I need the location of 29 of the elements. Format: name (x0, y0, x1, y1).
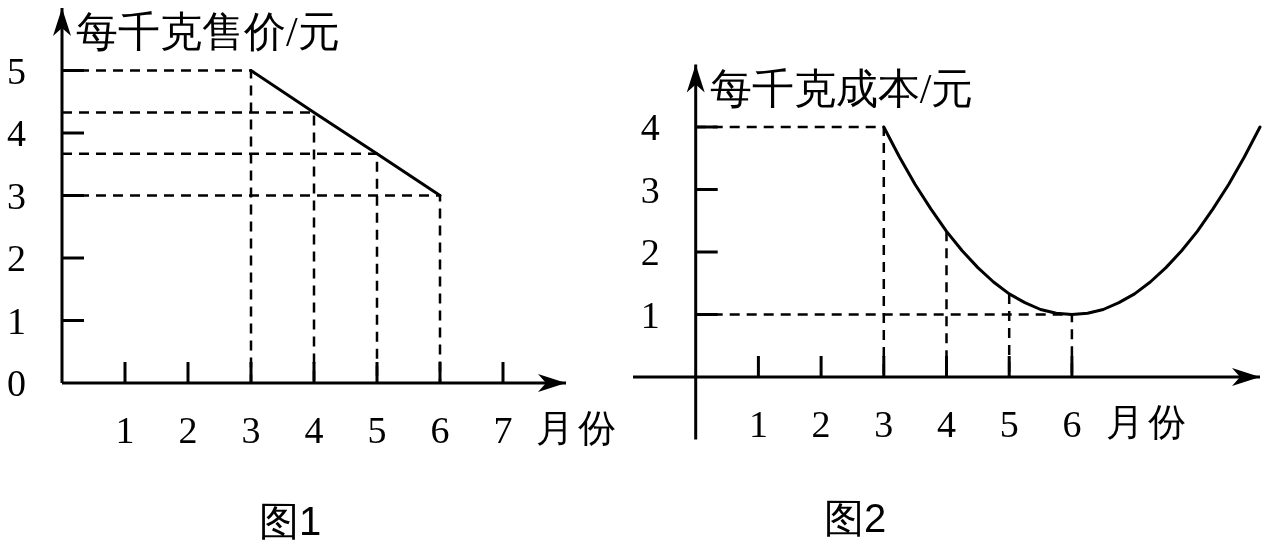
y-tick-label: 2 (640, 231, 660, 273)
caption: 图1 (258, 499, 322, 543)
x-tick-label: 3 (241, 409, 261, 451)
xlabel: 月份 (1106, 401, 1190, 443)
x-tick-label: 2 (811, 403, 831, 445)
y-tick-label: 1 (7, 299, 26, 342)
x-tick-label: 3 (874, 403, 894, 445)
x-tick-label: 5 (367, 409, 387, 451)
y-tick-label: 3 (640, 168, 660, 211)
x-tick-label: 1 (748, 403, 768, 445)
x-tick-label: 4 (304, 409, 324, 451)
x-tick-label: 6 (430, 409, 450, 451)
x-tick-label: 5 (999, 403, 1019, 445)
x-tick-label: 6 (1062, 403, 1082, 445)
y-tick-label: 1 (640, 293, 660, 336)
y-tick-label: 5 (7, 49, 26, 92)
x-tick-label: 7 (493, 409, 513, 451)
y-tick-label: 4 (640, 106, 660, 148)
x-tick-label: 4 (937, 403, 956, 445)
ylabel: 每千克售价/元 (76, 9, 340, 55)
x-tick-label: 2 (178, 409, 198, 451)
ylabel: 每千克成本/元 (709, 65, 974, 112)
y-tick-label: 2 (7, 237, 26, 279)
y-tick-label: 3 (7, 174, 26, 217)
caption: 图2 (823, 496, 887, 540)
y-tick-label: 4 (7, 112, 26, 154)
y-tick-label: 0 (7, 362, 26, 404)
xlabel: 月份 (536, 407, 620, 449)
x-tick-label: 1 (115, 409, 135, 451)
